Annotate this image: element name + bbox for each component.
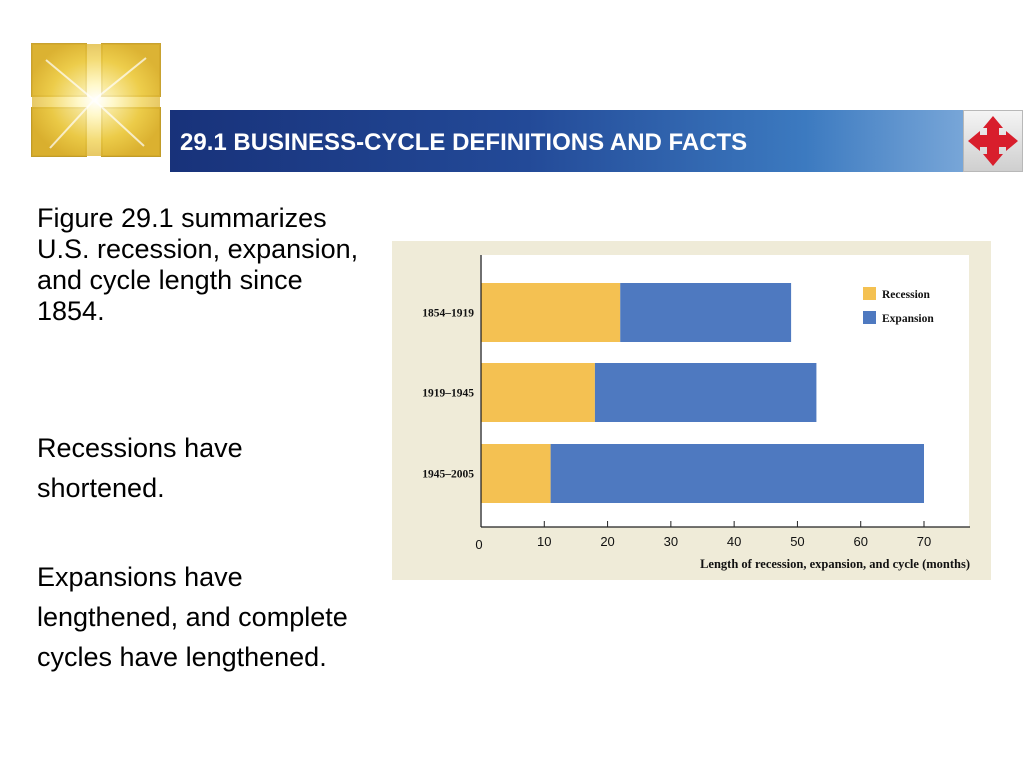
recession-bar-3 [481, 444, 551, 503]
x-axis-label: Length of recession, expansion, and cycl… [700, 557, 970, 571]
x-tick-label: 40 [727, 534, 741, 549]
expansion-bar-3 [550, 444, 924, 503]
summary-paragraph: Figure 29.1 summarizes U.S. recession, e… [37, 203, 359, 326]
category-label: 1919–1945 [422, 388, 474, 400]
chart-panel: 0 10 20 30 40 50 60 70 1854–1919 1919–1945 1945–2… [392, 241, 991, 580]
recession-paragraph: Recessions have shortened. [37, 433, 243, 503]
legend-label-expansion: Expansion [882, 313, 934, 325]
legend-label-recession: Recession [882, 289, 931, 301]
x-tick-label: 30 [664, 534, 678, 549]
slide-title: 29.1 BUSINESS-CYCLE DEFINITIONS AND FACT… [180, 129, 748, 156]
x-tick-label: 0 [475, 537, 482, 552]
category-label: 1854–1919 [422, 308, 474, 320]
sunburst-logo-icon [26, 40, 170, 158]
stacked-bar-chart: 0 10 20 30 40 50 60 70 1854–1919 1919–1945 1945–2… [422, 255, 970, 571]
category-label: 1945–2005 [422, 469, 474, 481]
x-tick-label: 70 [917, 534, 931, 549]
title-bar: 29.1 BUSINESS-CYCLE DEFINITIONS AND FACT… [170, 110, 964, 172]
navigation-button[interactable] [963, 110, 1023, 172]
legend-swatch-recession [863, 287, 876, 300]
expansion-paragraph: Expansions have lengthened, and complete… [37, 562, 348, 672]
x-tick-label: 20 [600, 534, 614, 549]
legend-swatch-expansion [863, 311, 876, 324]
x-tick-label: 10 [537, 534, 551, 549]
expansion-bar-2 [594, 363, 817, 422]
recession-bar-1 [481, 283, 621, 342]
recession-bar-2 [481, 363, 595, 422]
four-way-arrows-icon [968, 116, 1018, 166]
x-tick-label: 60 [853, 534, 867, 549]
x-tick-label: 50 [790, 534, 804, 549]
expansion-bar-1 [620, 283, 792, 342]
